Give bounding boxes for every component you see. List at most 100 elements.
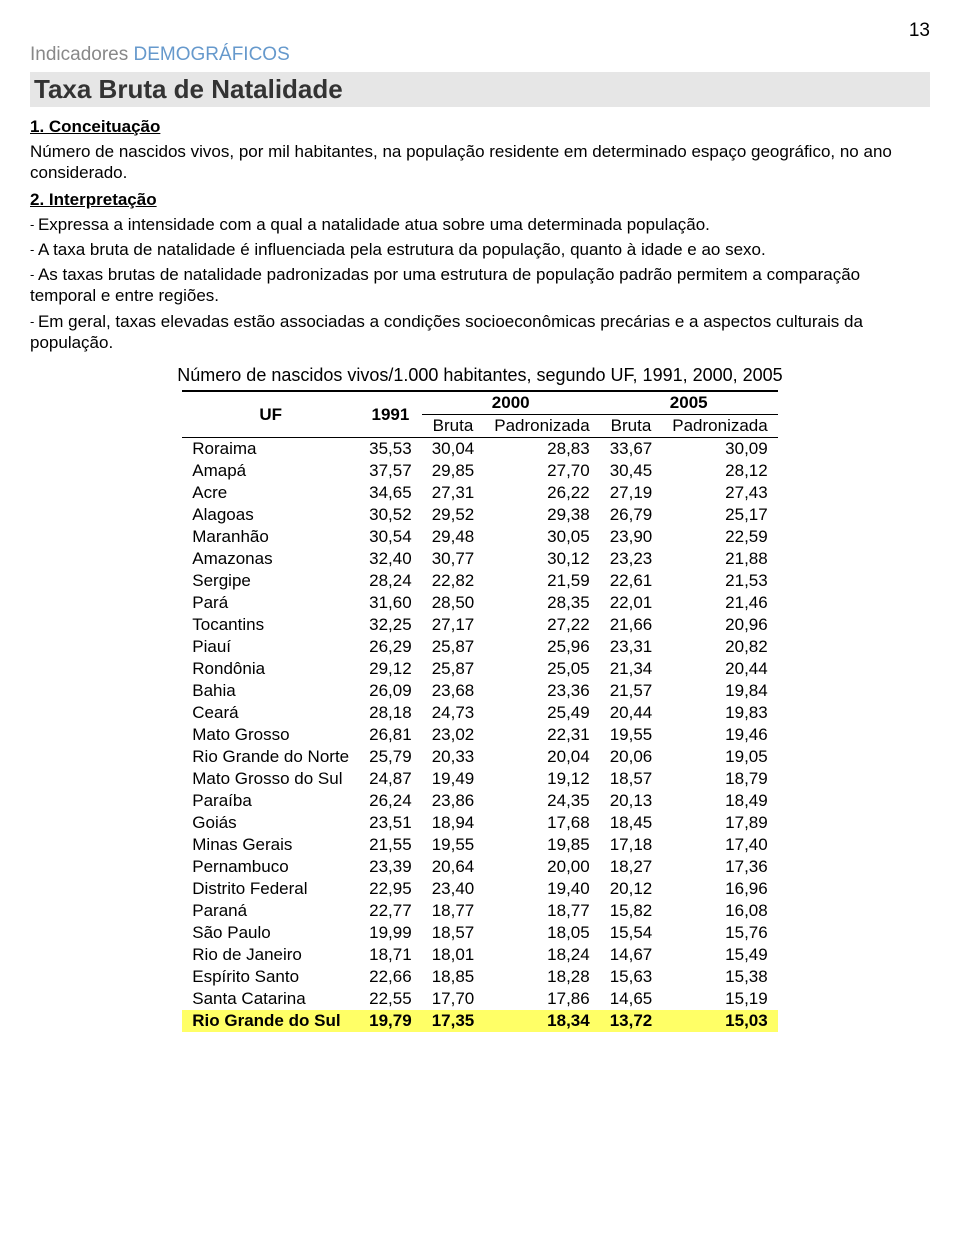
- page-number: 13: [30, 20, 930, 42]
- table-cell: Paraíba: [182, 790, 359, 812]
- table-cell: 22,31: [484, 724, 599, 746]
- table-cell: 35,53: [359, 438, 422, 461]
- table-cell: 18,24: [484, 944, 599, 966]
- col-header-2005: 2005: [600, 391, 778, 415]
- table-cell: 25,79: [359, 746, 422, 768]
- table-cell: 28,18: [359, 702, 422, 724]
- table-cell: 13,72: [600, 1010, 663, 1032]
- table-cell: 20,06: [600, 746, 663, 768]
- table-cell: 30,45: [600, 460, 663, 482]
- table-cell: 20,00: [484, 856, 599, 878]
- table-cell: 33,67: [600, 438, 663, 461]
- table-cell: 18,27: [600, 856, 663, 878]
- table-cell: 18,85: [422, 966, 485, 988]
- table-cell: Paraná: [182, 900, 359, 922]
- table-cell: 21,46: [662, 592, 777, 614]
- table-cell: São Paulo: [182, 922, 359, 944]
- table-cell: 37,57: [359, 460, 422, 482]
- table-cell: 25,49: [484, 702, 599, 724]
- table-cell: 15,54: [600, 922, 663, 944]
- table-cell: 18,49: [662, 790, 777, 812]
- bullet-text: A taxa bruta de natalidade é influenciad…: [38, 240, 766, 259]
- table-cell: 22,95: [359, 878, 422, 900]
- table-cell: 19,99: [359, 922, 422, 944]
- table-cell: 22,66: [359, 966, 422, 988]
- table-cell: 28,50: [422, 592, 485, 614]
- table-cell: 20,44: [600, 702, 663, 724]
- table-cell: 30,52: [359, 504, 422, 526]
- table-row: Pará31,6028,5028,3522,0121,46: [182, 592, 777, 614]
- table-cell: 18,94: [422, 812, 485, 834]
- table-cell: 23,39: [359, 856, 422, 878]
- table-row: Goiás23,5118,9417,6818,4517,89: [182, 812, 777, 834]
- table-cell: Tocantins: [182, 614, 359, 636]
- table-cell: 17,35: [422, 1010, 485, 1032]
- table-cell: 27,17: [422, 614, 485, 636]
- table-cell: 21,66: [600, 614, 663, 636]
- table-cell: 23,51: [359, 812, 422, 834]
- section-1-text: Número de nascidos vivos, por mil habita…: [30, 141, 930, 184]
- table-cell: 15,38: [662, 966, 777, 988]
- table-cell: 26,22: [484, 482, 599, 504]
- section-1-heading: 1. Conceituação: [30, 117, 930, 137]
- table-cell: 24,87: [359, 768, 422, 790]
- col-header-uf: UF: [182, 391, 359, 438]
- bullet-text: Expressa a intensidade com a qual a nata…: [38, 215, 710, 234]
- table-row: Rio Grande do Norte25,7920,3320,0420,061…: [182, 746, 777, 768]
- table-cell: 16,08: [662, 900, 777, 922]
- table-cell: Rondônia: [182, 658, 359, 680]
- table-cell: 26,79: [600, 504, 663, 526]
- bullet-item: - A taxa bruta de natalidade é influenci…: [30, 239, 930, 260]
- table-cell: Acre: [182, 482, 359, 504]
- table-row: Rondônia29,1225,8725,0521,3420,44: [182, 658, 777, 680]
- table-cell: 28,35: [484, 592, 599, 614]
- table-cell: Alagoas: [182, 504, 359, 526]
- table-cell: 30,04: [422, 438, 485, 461]
- table-cell: 20,96: [662, 614, 777, 636]
- table-cell: Pernambuco: [182, 856, 359, 878]
- table-cell: 30,05: [484, 526, 599, 548]
- table-cell: 19,55: [600, 724, 663, 746]
- table-cell: Rio Grande do Norte: [182, 746, 359, 768]
- table-cell: 23,86: [422, 790, 485, 812]
- table-cell: 18,77: [422, 900, 485, 922]
- table-row: Amapá37,5729,8527,7030,4528,12: [182, 460, 777, 482]
- table-row: Espírito Santo22,6618,8518,2815,6315,38: [182, 966, 777, 988]
- table-cell: 15,49: [662, 944, 777, 966]
- col-subheader-bruta: Bruta: [600, 415, 663, 438]
- table-cell: 23,68: [422, 680, 485, 702]
- table-cell: 16,96: [662, 878, 777, 900]
- table-row: Rio Grande do Sul19,7917,3518,3413,7215,…: [182, 1010, 777, 1032]
- breadcrumb: Indicadores DEMOGRÁFICOS: [30, 44, 930, 66]
- table-cell: 20,64: [422, 856, 485, 878]
- table-cell: 18,28: [484, 966, 599, 988]
- table-cell: Maranhão: [182, 526, 359, 548]
- table-cell: 17,68: [484, 812, 599, 834]
- table-cell: 27,31: [422, 482, 485, 504]
- table-cell: 29,52: [422, 504, 485, 526]
- table-cell: 21,88: [662, 548, 777, 570]
- table-cell: 18,79: [662, 768, 777, 790]
- table-cell: 21,53: [662, 570, 777, 592]
- table-cell: 19,84: [662, 680, 777, 702]
- table-cell: 25,96: [484, 636, 599, 658]
- table-cell: 30,12: [484, 548, 599, 570]
- table-row: Mato Grosso do Sul24,8719,4919,1218,5718…: [182, 768, 777, 790]
- table-cell: 23,23: [600, 548, 663, 570]
- table-cell: 15,63: [600, 966, 663, 988]
- bullet-item: - As taxas brutas de natalidade padroniz…: [30, 264, 930, 307]
- table-cell: 29,48: [422, 526, 485, 548]
- table-cell: 15,19: [662, 988, 777, 1010]
- table-row: Maranhão30,5429,4830,0523,9022,59: [182, 526, 777, 548]
- table-cell: Ceará: [182, 702, 359, 724]
- table-cell: 29,85: [422, 460, 485, 482]
- table-cell: 26,29: [359, 636, 422, 658]
- table-cell: 18,77: [484, 900, 599, 922]
- table-cell: 17,36: [662, 856, 777, 878]
- table-row: Amazonas32,4030,7730,1223,2321,88: [182, 548, 777, 570]
- col-subheader-padron: Padronizada: [484, 415, 599, 438]
- table-row: São Paulo19,9918,5718,0515,5415,76: [182, 922, 777, 944]
- table-cell: 30,54: [359, 526, 422, 548]
- table-cell: 21,59: [484, 570, 599, 592]
- bullet-item: - Expressa a intensidade com a qual a na…: [30, 214, 930, 235]
